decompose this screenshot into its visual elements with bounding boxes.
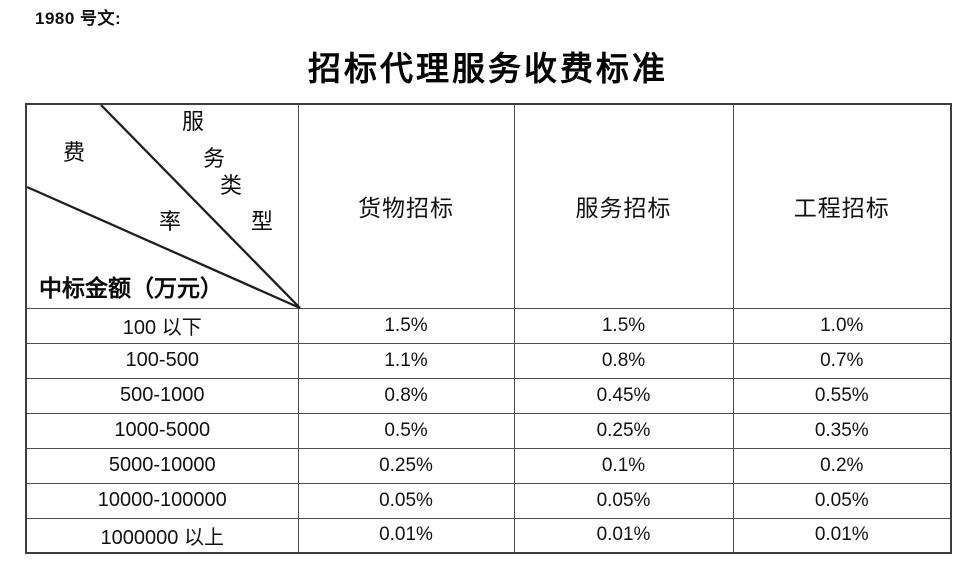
corner-service-type-char: 服	[182, 109, 205, 134]
row-label: 100 以下	[25, 307, 299, 344]
fee-table: 服 务 类 型 费 率 中标金额（万元） 货物招标 服务招标 工程招标 100 …	[25, 103, 952, 554]
fee-value: 0.35%	[732, 412, 952, 449]
row-label: 5000-10000	[25, 447, 299, 484]
row-label: 500-1000	[25, 377, 299, 414]
fee-value: 0.5%	[297, 412, 515, 449]
fee-value: 1.0%	[732, 307, 952, 344]
corner-service-type-char: 务	[203, 146, 226, 171]
col-header-goods-bidding: 货物招标	[297, 103, 515, 309]
fee-value: 0.8%	[513, 342, 734, 379]
diagonal-corner-cell: 服 务 类 型 费 率 中标金额（万元）	[25, 103, 301, 310]
fee-value: 0.7%	[732, 342, 952, 379]
col-header-service-bidding: 服务招标	[513, 103, 734, 309]
row-label: 1000-5000	[25, 412, 299, 449]
corner-service-type-char: 型	[251, 209, 274, 234]
table-header-row: 服 务 类 型 费 率 中标金额（万元） 货物招标 服务招标 工程招标	[25, 103, 952, 310]
corner-rate-char: 率	[159, 209, 182, 234]
fee-value: 0.45%	[513, 377, 734, 414]
table-row: 100-500 1.1% 0.8% 0.7%	[25, 342, 952, 379]
fee-value: 0.01%	[732, 517, 952, 554]
col-header-engineering-bidding: 工程招标	[732, 103, 952, 309]
row-label: 10000-100000	[25, 482, 299, 519]
fee-value: 0.01%	[297, 517, 515, 554]
fee-value: 0.05%	[732, 482, 952, 519]
row-label: 1000000 以上	[25, 517, 299, 554]
row-label: 100-500	[25, 342, 299, 379]
corner-service-type-char: 类	[220, 173, 243, 198]
fee-value: 0.25%	[297, 447, 515, 484]
fee-value: 0.2%	[732, 447, 952, 484]
fee-value: 0.01%	[513, 517, 734, 554]
table-row: 10000-100000 0.05% 0.05% 0.05%	[25, 482, 952, 519]
table-row: 1000-5000 0.5% 0.25% 0.35%	[25, 412, 952, 449]
table-row: 5000-10000 0.25% 0.1% 0.2%	[25, 447, 952, 484]
table-row: 1000000 以上 0.01% 0.01% 0.01%	[25, 517, 952, 554]
fee-value: 0.05%	[297, 482, 515, 519]
fee-value: 0.25%	[513, 412, 734, 449]
fee-value: 0.55%	[732, 377, 952, 414]
fee-value: 0.05%	[513, 482, 734, 519]
page-title: 招标代理服务收费标准	[308, 52, 668, 88]
fee-value: 0.1%	[513, 447, 734, 484]
table-row: 500-1000 0.8% 0.45% 0.55%	[25, 377, 952, 414]
fee-value: 1.1%	[297, 342, 515, 379]
corner-amount-label: 中标金额（万元）	[39, 276, 223, 301]
corner-rate-char: 费	[63, 140, 86, 165]
fee-value: 1.5%	[297, 307, 515, 344]
document-ref: 1980 号文:	[35, 9, 122, 28]
fee-value: 0.8%	[297, 377, 515, 414]
fee-value: 1.5%	[513, 307, 734, 344]
table-row: 100 以下 1.5% 1.5% 1.0%	[25, 307, 952, 344]
